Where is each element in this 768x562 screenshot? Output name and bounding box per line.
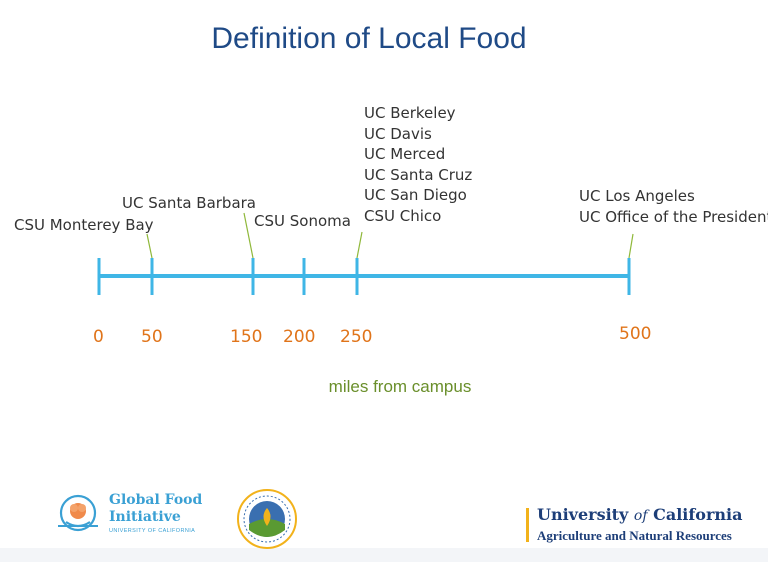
campus-label-uc-santa-barbara: UC Santa Barbara: [122, 194, 257, 212]
leader-csu-monterey-bay: [146, 233, 153, 259]
campus-label-uc-san-diego: UC San Diego: [364, 186, 467, 204]
footer-bar: [0, 548, 768, 562]
sustainable-agriculture-seal-icon: [237, 489, 297, 549]
leader-250-group: [356, 231, 363, 259]
global-food-initiative-org: UNIVERSITY OF CALIFORNIA: [109, 528, 196, 534]
campus-label-uc-santa-cruz: UC Santa Cruz: [364, 165, 473, 184]
uc-anr-logo-bar: [526, 508, 529, 542]
tick-label-250: 250: [340, 327, 373, 347]
campus-label-uc-berkeley: UC Berkeley: [364, 104, 456, 122]
uc-anr-division-name: Agriculture and Natural Resources: [537, 528, 732, 543]
page-title: Definition of Local Food: [211, 22, 527, 55]
leader-500-group: [628, 233, 634, 259]
tick-label-200: 200: [283, 327, 316, 347]
campus-label-uc-los-angeles: UC Los Angeles: [579, 187, 695, 205]
tick-label-150: 150: [230, 327, 263, 347]
campus-label-csu-sonoma: CSU Sonoma: [254, 212, 351, 230]
campus-label-uc-office-of-the-president: UC Office of the President: [579, 207, 768, 226]
campus-label-csu-chico: CSU Chico: [364, 206, 442, 225]
tick-label-0: 0: [93, 327, 104, 347]
leader-uc-santa-barbara: [243, 212, 254, 259]
tick-label-500: 500: [619, 324, 652, 344]
campus-group-250: UC Berkeley UC Davis UC Merced UC Santa …: [364, 103, 472, 226]
uc-anr-university-name: University of California: [537, 505, 743, 524]
campus-label-uc-merced: UC Merced: [364, 145, 446, 163]
axis-caption: miles from campus: [328, 377, 472, 396]
tick-label-50: 50: [141, 327, 163, 347]
campus-label-uc-davis: UC Davis: [364, 124, 432, 143]
global-food-initiative-logo-icon: [58, 494, 98, 532]
global-food-initiative-name: Global Food Initiative: [109, 492, 203, 525]
campus-group-500: UC Los Angeles UC Office of the Presiden…: [579, 186, 768, 227]
campus-label-csu-monterey-bay: CSU Monterey Bay: [14, 216, 154, 234]
